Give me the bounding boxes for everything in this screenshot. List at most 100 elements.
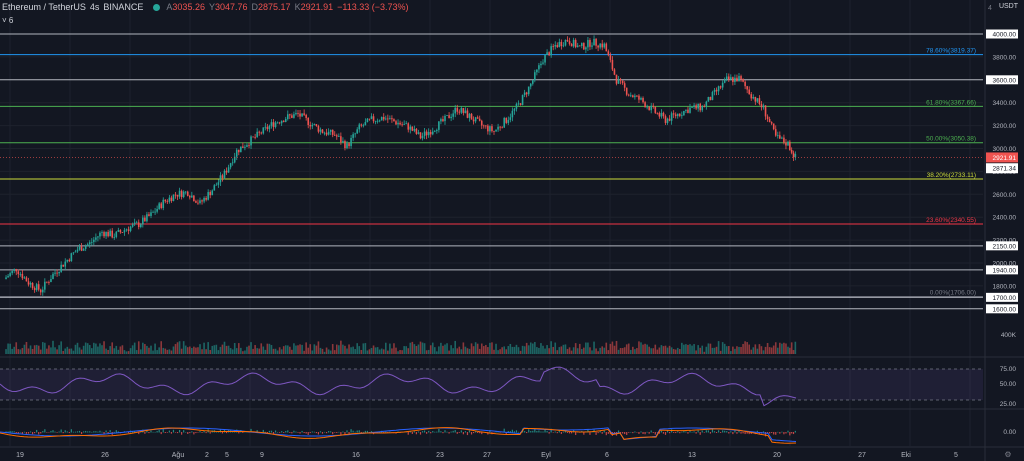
macd-histogram-bar bbox=[311, 431, 313, 433]
macd-histogram-bar bbox=[66, 431, 68, 433]
price-axis-tick: 3200.00 bbox=[993, 123, 1017, 130]
macd-histogram-bar bbox=[115, 430, 117, 433]
candle-body bbox=[617, 79, 620, 84]
macd-histogram-bar bbox=[632, 432, 634, 434]
macd-histogram-bar bbox=[348, 432, 350, 434]
volume-bar bbox=[374, 347, 377, 354]
candle-body bbox=[50, 278, 52, 283]
candle-body bbox=[233, 156, 236, 163]
candle-body bbox=[258, 131, 261, 133]
macd-histogram-bar bbox=[673, 432, 675, 433]
macd-histogram-bar bbox=[174, 432, 177, 433]
candle-body bbox=[703, 106, 706, 107]
volume-bar bbox=[123, 350, 126, 354]
candle-body bbox=[13, 269, 16, 271]
candle-body bbox=[480, 120, 483, 126]
symbol-name[interactable]: Ethereum / TetherUS bbox=[2, 2, 86, 12]
macd-histogram-bar bbox=[191, 431, 193, 433]
macd-histogram-bar bbox=[524, 431, 526, 433]
candle-body bbox=[689, 107, 691, 113]
macd-histogram-bar bbox=[305, 432, 307, 434]
candle-body bbox=[111, 230, 114, 238]
candle-body bbox=[666, 118, 669, 123]
macd-histogram-bar bbox=[362, 431, 364, 433]
volume-bar bbox=[213, 345, 216, 354]
volume-bar bbox=[540, 343, 542, 354]
volume-bar bbox=[664, 345, 667, 354]
candle-body bbox=[719, 86, 722, 88]
candle-body bbox=[182, 191, 185, 198]
candle-body bbox=[670, 113, 673, 121]
candle-body bbox=[148, 214, 150, 216]
candle-body bbox=[489, 126, 491, 132]
macd-histogram-bar bbox=[42, 431, 44, 433]
candle-body bbox=[676, 113, 679, 117]
macd-histogram-bar bbox=[628, 432, 630, 433]
candle-body bbox=[697, 103, 699, 109]
macd-histogram-bar bbox=[276, 431, 279, 433]
candle-body bbox=[709, 96, 712, 101]
volume-bar bbox=[672, 349, 675, 354]
volume-bar bbox=[691, 345, 693, 354]
volume-bar bbox=[286, 345, 289, 354]
volume-bar bbox=[789, 347, 791, 354]
time-axis-label: 27 bbox=[858, 452, 866, 459]
volume-bar bbox=[372, 345, 375, 354]
volume-bar bbox=[174, 344, 177, 354]
macd-histogram-bar bbox=[342, 431, 344, 433]
candle-body bbox=[342, 140, 344, 143]
volume-bar bbox=[652, 348, 655, 354]
macd-histogram-bar bbox=[160, 432, 162, 435]
candle-body bbox=[37, 284, 40, 290]
volume-bar bbox=[340, 340, 342, 354]
indicator-toggle[interactable]: ˅ 6 bbox=[2, 16, 13, 25]
volume-bar bbox=[27, 348, 30, 354]
macd-histogram-bar bbox=[321, 432, 324, 434]
volume-bar bbox=[86, 343, 89, 354]
price-axis-tick: 2000.00 bbox=[993, 261, 1017, 268]
volume-bar bbox=[338, 345, 340, 354]
volume-bar bbox=[570, 350, 573, 354]
volume-bar bbox=[499, 349, 501, 354]
volume-bar bbox=[529, 342, 532, 354]
candle-body bbox=[74, 251, 77, 253]
volume-bar bbox=[362, 343, 365, 354]
candle-body bbox=[329, 129, 332, 132]
macd-histogram-bar bbox=[726, 431, 728, 433]
volume-bar bbox=[536, 347, 538, 354]
candle-body bbox=[642, 97, 644, 103]
candle-body bbox=[389, 118, 391, 120]
volume-bar bbox=[762, 350, 765, 354]
volume-bar bbox=[58, 345, 60, 354]
candle-body bbox=[317, 125, 320, 132]
volume-bar bbox=[244, 350, 246, 354]
candle-body bbox=[274, 122, 277, 127]
candle-body bbox=[344, 140, 346, 149]
volume-bar bbox=[154, 343, 156, 354]
volume-bar bbox=[448, 350, 450, 354]
volume-bar bbox=[636, 348, 638, 354]
volume-bar bbox=[666, 347, 669, 354]
candle-body bbox=[762, 105, 765, 108]
volume-bar bbox=[44, 342, 46, 354]
fib-level-label: 50.00%(3050.38) bbox=[926, 136, 976, 143]
fib-level-label: 61.80%(3367.66) bbox=[926, 99, 976, 106]
candle-body bbox=[776, 135, 779, 137]
volume-bar bbox=[546, 345, 548, 354]
candle-body bbox=[205, 197, 207, 200]
low-label: D bbox=[251, 2, 259, 12]
candle-body bbox=[454, 107, 457, 114]
volume-bar bbox=[329, 350, 332, 354]
candle-body bbox=[46, 281, 48, 283]
volume-bar bbox=[23, 344, 26, 354]
candle-body bbox=[754, 96, 757, 102]
price-axis-tick: 1700.00 bbox=[993, 295, 1017, 302]
interval[interactable]: 4s bbox=[89, 2, 100, 12]
volume-bar bbox=[403, 346, 405, 354]
volume-bar bbox=[346, 348, 348, 354]
macd-histogram-bar bbox=[54, 431, 56, 433]
volume-bar bbox=[589, 347, 591, 354]
macd-histogram-bar bbox=[417, 431, 420, 433]
volume-bar bbox=[56, 349, 58, 354]
